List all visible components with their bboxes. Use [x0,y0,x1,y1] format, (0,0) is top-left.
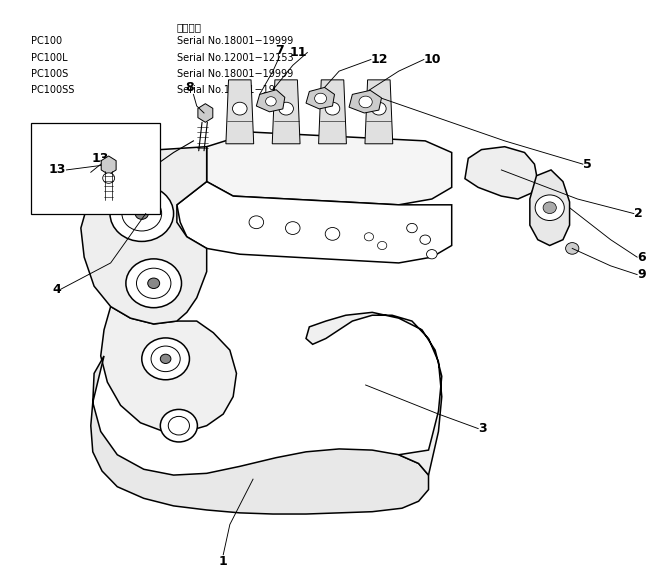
Circle shape [407,224,417,232]
Text: PC100SS: PC100SS [31,85,74,95]
Text: 13: 13 [49,164,66,176]
Polygon shape [530,170,570,245]
Text: 2: 2 [634,207,642,220]
Circle shape [265,97,276,106]
Text: PC100L: PC100L [31,53,68,62]
Circle shape [126,259,182,308]
Circle shape [285,222,300,234]
Text: 11: 11 [290,46,307,59]
Text: 1: 1 [219,555,227,568]
Circle shape [325,228,340,240]
Circle shape [535,195,565,221]
Polygon shape [101,156,116,175]
Text: 9: 9 [637,268,646,281]
Text: PC100S: PC100S [31,69,68,79]
Circle shape [543,202,557,214]
Text: 7: 7 [275,44,284,57]
Circle shape [148,278,160,288]
Polygon shape [198,104,213,122]
Text: Serial No.18001−19999: Serial No.18001−19999 [177,36,293,46]
Circle shape [168,416,190,435]
Circle shape [136,268,171,298]
Circle shape [102,173,114,183]
Polygon shape [100,307,237,432]
Text: 12: 12 [371,53,388,66]
Circle shape [566,242,579,254]
Circle shape [279,102,293,115]
Text: 5: 5 [583,158,592,171]
Text: 13: 13 [91,152,108,165]
Circle shape [378,241,387,249]
Text: 6: 6 [637,251,646,263]
Polygon shape [306,312,442,475]
Polygon shape [272,80,300,144]
Polygon shape [81,147,207,324]
Polygon shape [349,91,382,113]
Circle shape [135,208,148,220]
Circle shape [372,102,386,115]
Circle shape [151,346,180,371]
Polygon shape [226,80,253,144]
Circle shape [233,102,247,115]
Circle shape [364,232,374,241]
Circle shape [359,96,372,108]
Polygon shape [465,147,538,199]
Text: Serial No.18001−19999: Serial No.18001−19999 [177,69,293,79]
Polygon shape [91,356,428,514]
Text: Serial No.18001−19999: Serial No.18001−19999 [177,85,293,95]
Circle shape [249,216,263,229]
Text: 4: 4 [53,283,61,296]
Polygon shape [365,80,393,144]
Polygon shape [177,182,452,263]
Circle shape [122,196,162,231]
Text: PC100: PC100 [31,36,63,46]
Polygon shape [256,90,285,112]
Polygon shape [319,80,346,144]
Circle shape [315,93,327,104]
Text: 8: 8 [185,81,194,95]
Text: 3: 3 [478,422,487,435]
Circle shape [110,186,174,241]
Text: 10: 10 [424,53,442,66]
Circle shape [426,249,437,259]
Polygon shape [306,88,334,109]
Text: 適用号案: 適用号案 [177,22,202,32]
Circle shape [142,338,190,380]
Circle shape [160,409,198,442]
Circle shape [420,235,430,244]
Circle shape [160,354,171,363]
Polygon shape [207,132,452,205]
Circle shape [325,102,340,115]
Text: Serial No.12001−12153: Serial No.12001−12153 [177,53,293,62]
Bar [31,123,160,214]
